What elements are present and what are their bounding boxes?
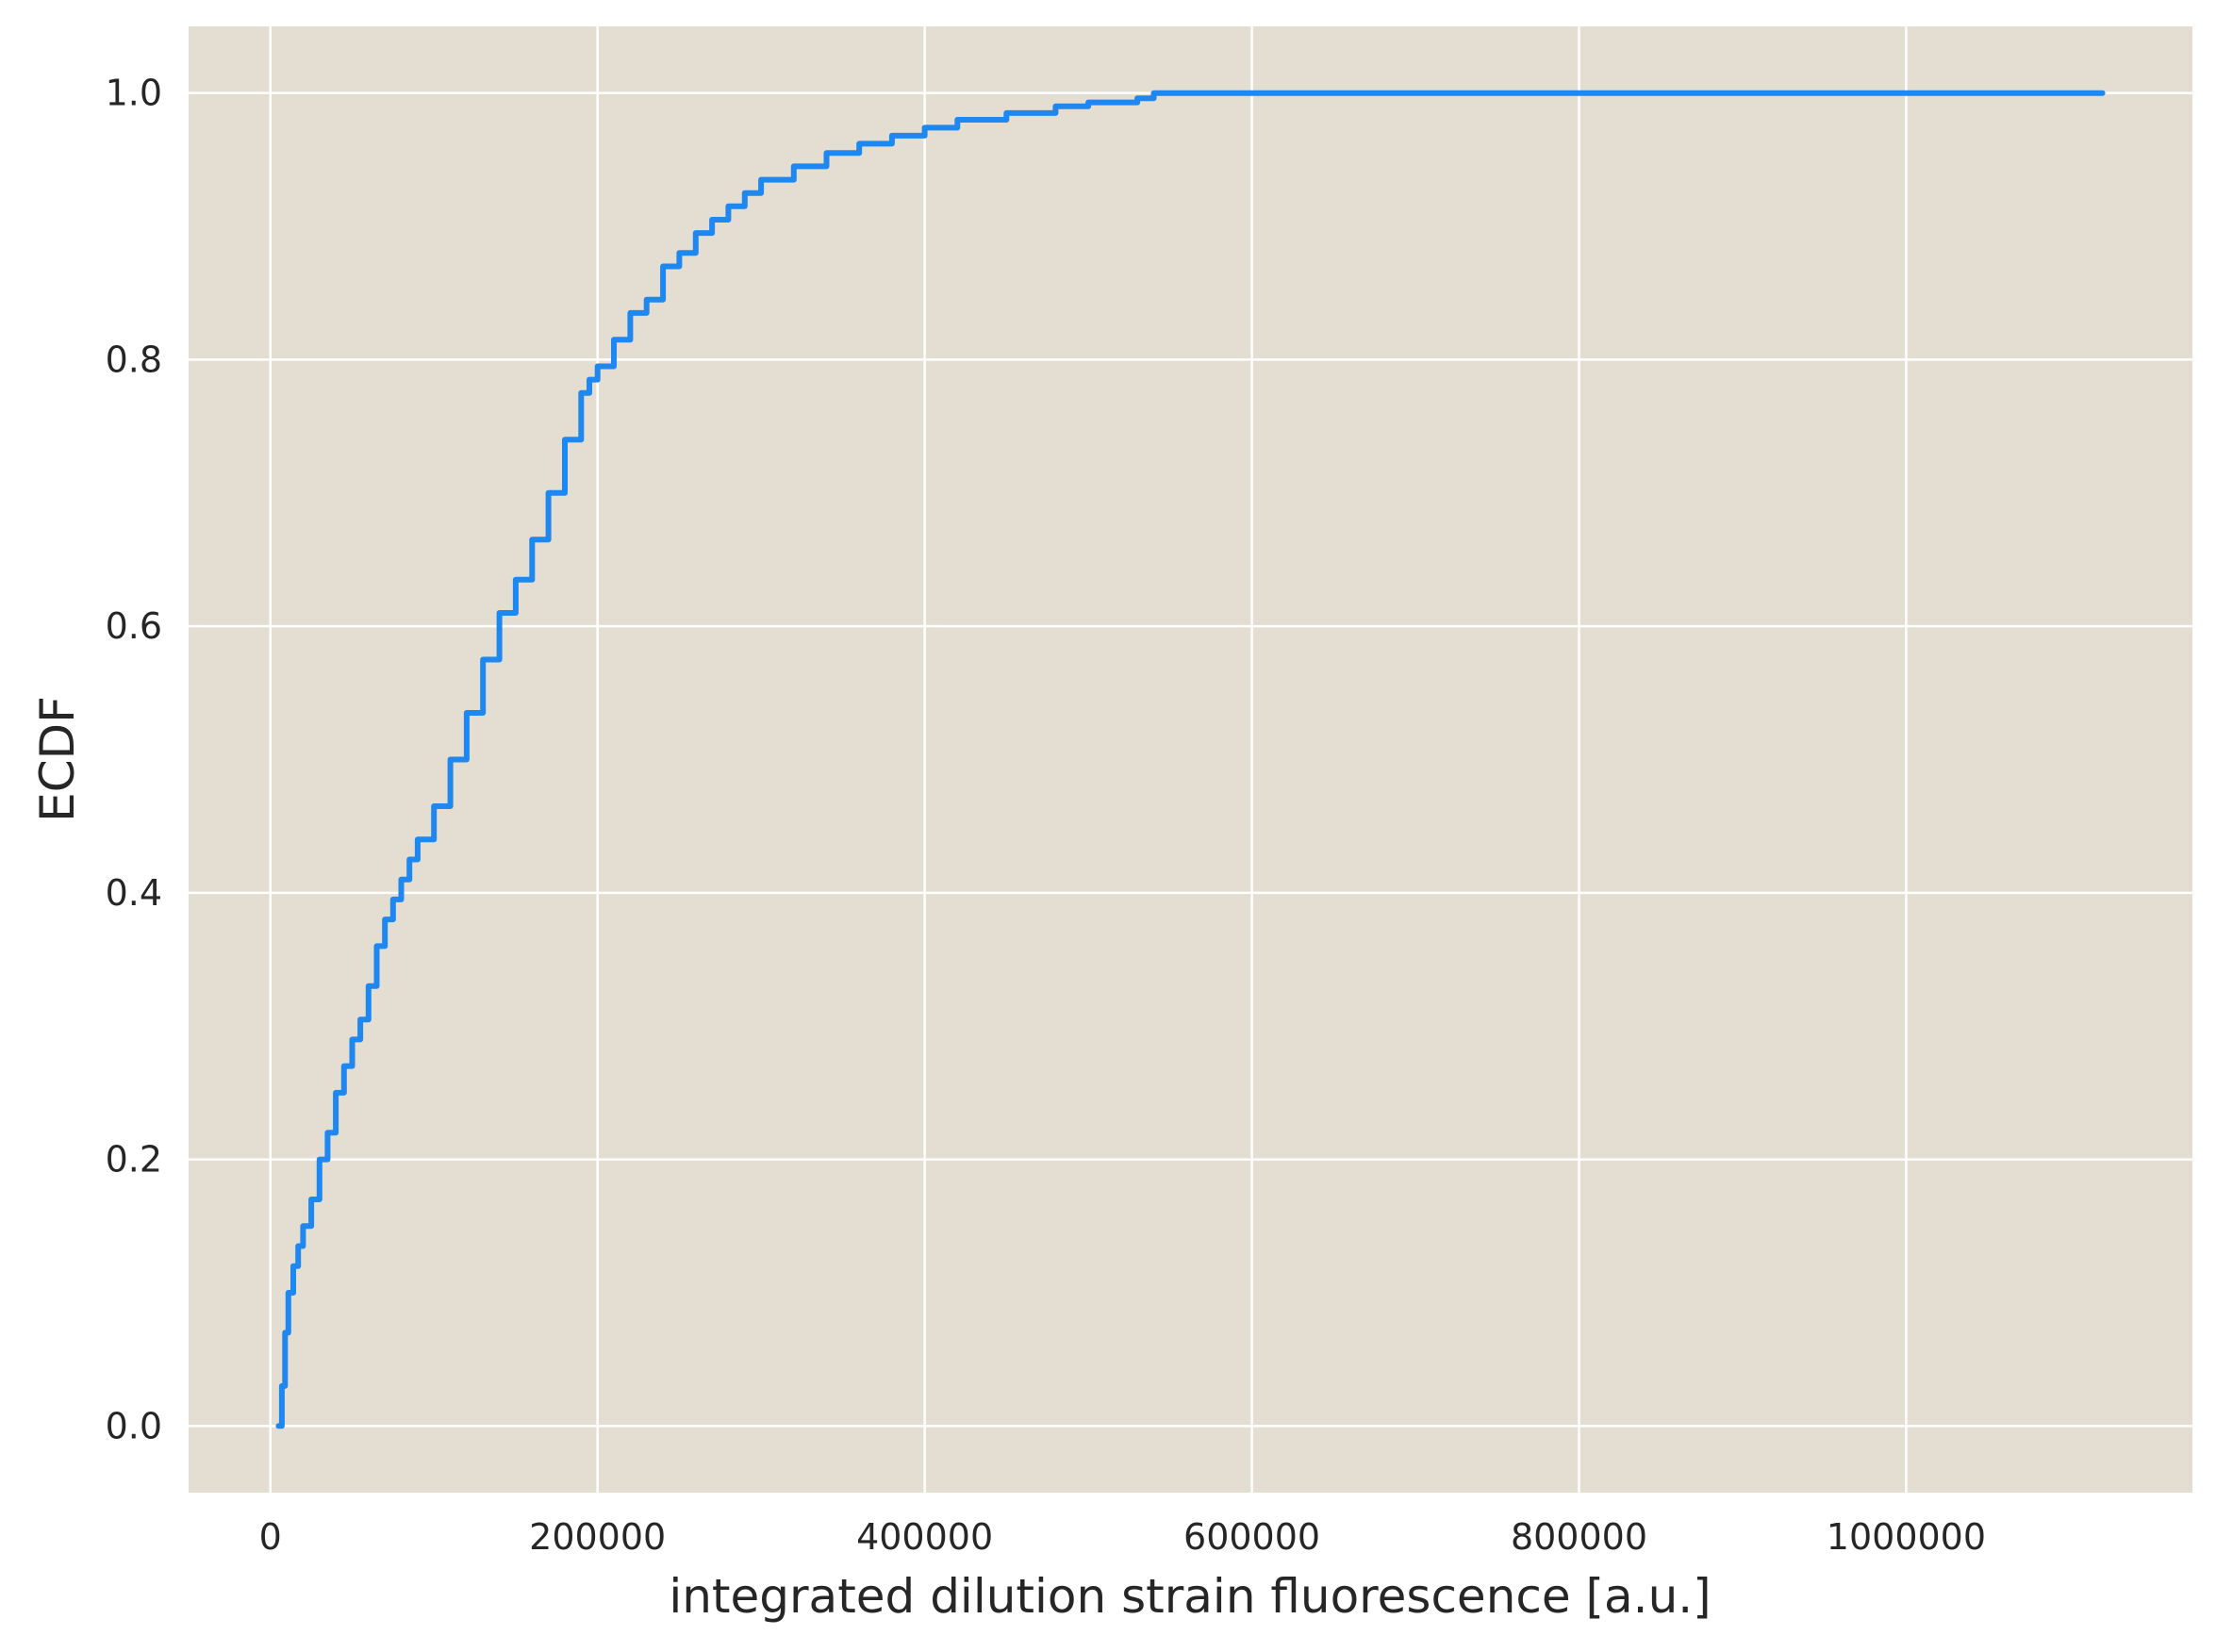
grid-lines	[189, 26, 2192, 1493]
x-tick-label: 200000	[529, 1516, 666, 1558]
y-tick-label: 0.4	[106, 872, 162, 914]
y-tick-label: 0.8	[106, 339, 162, 380]
series-layer	[275, 90, 2106, 1429]
y-tick-label: 0.2	[106, 1139, 162, 1181]
x-tick-label: 0	[259, 1516, 282, 1558]
x-tick-label: 600000	[1183, 1516, 1320, 1558]
y-axis-label: ECDF	[30, 696, 85, 822]
y-tick-label: 0.0	[106, 1405, 162, 1446]
y-tick-label: 0.6	[106, 605, 162, 647]
y-tick-labels: 0.0 0.2 0.4 0.6 0.8 1.0	[106, 73, 162, 1447]
x-tick-label: 800000	[1511, 1516, 1647, 1558]
x-tick-labels: 0 200000 400000 600000 800000 1000000	[259, 1516, 1986, 1558]
plot-background	[189, 26, 2192, 1493]
x-tick-label: 1000000	[1827, 1516, 1986, 1558]
x-axis-label: integrated dilution strain fluorescence …	[669, 1569, 1711, 1624]
x-tick-label: 400000	[856, 1516, 993, 1558]
ecdf-line	[275, 90, 2106, 1429]
y-tick-label: 1.0	[106, 73, 162, 114]
